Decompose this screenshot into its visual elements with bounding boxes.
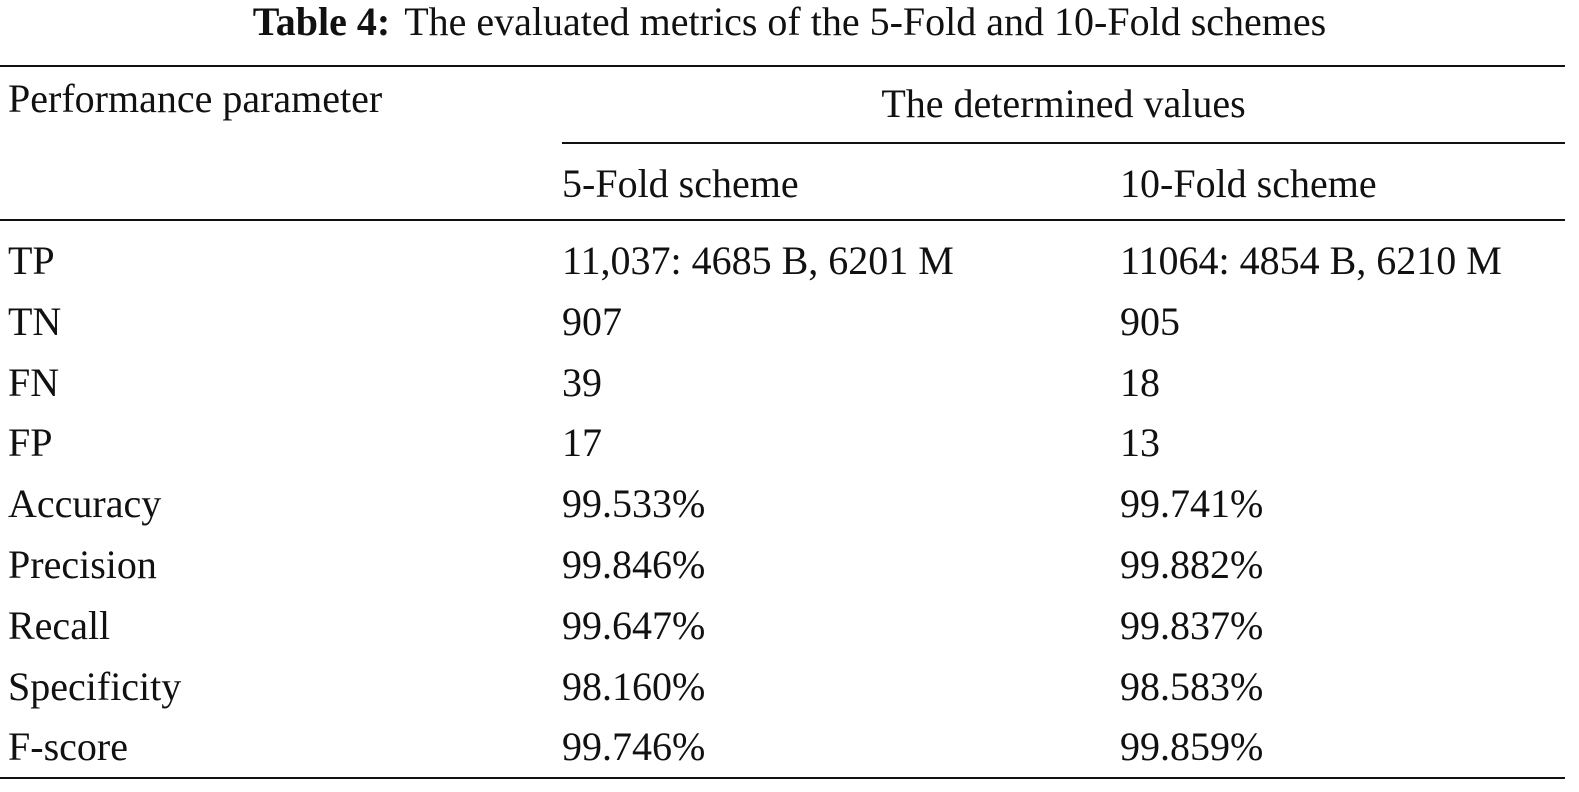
row-label-header: Performance parameter	[8, 76, 383, 121]
cell-value: 13	[1120, 420, 1160, 466]
row-label: Recall	[8, 602, 111, 648]
cell-value: 907	[562, 298, 622, 344]
cell-value: 39	[562, 359, 602, 405]
cell-value: 99.837%	[1120, 602, 1264, 648]
row-label: TN	[8, 298, 62, 344]
top-rule	[0, 65, 1565, 67]
cell-value: 11064: 4854 B, 6210 M	[1120, 238, 1502, 283]
cell-value: 99.846%	[562, 542, 706, 587]
group-rule	[562, 142, 1565, 144]
row-label: Precision	[8, 542, 157, 587]
header-rule	[0, 219, 1565, 221]
cell-value: 99.882%	[1120, 542, 1264, 587]
cell-value: 11,037: 4685 B, 6201 M	[562, 238, 954, 283]
row-label: FP	[8, 420, 53, 466]
cell-value: 18	[1120, 359, 1160, 405]
row-label: Specificity	[8, 663, 182, 709]
row-label: FN	[8, 359, 60, 405]
cell-value: 99.746%	[562, 724, 706, 770]
cell-value: 98.583%	[1120, 663, 1264, 709]
table-caption: Table 4: The evaluated metrics of the 5-F…	[0, 2, 1579, 42]
group-header: The determined values	[881, 81, 1246, 126]
caption-label: Table 4:	[252, 0, 391, 44]
row-label: Accuracy	[8, 481, 162, 527]
cell-value: 99.741%	[1120, 481, 1264, 527]
cell-value: 99.647%	[562, 602, 706, 648]
cell-value: 99.533%	[562, 481, 706, 527]
cell-value: 98.160%	[562, 663, 706, 709]
cell-value: 905	[1120, 298, 1180, 344]
cell-value: 17	[562, 420, 602, 466]
column-header: 5-Fold scheme	[562, 161, 799, 206]
column-header: 10-Fold scheme	[1120, 161, 1377, 206]
bottom-rule	[0, 777, 1565, 779]
cell-value: 99.859%	[1120, 724, 1264, 770]
row-label: TP	[8, 238, 55, 283]
row-label: F-score	[8, 724, 128, 770]
caption-text: The evaluated metrics of the 5-Fold and …	[404, 0, 1327, 44]
